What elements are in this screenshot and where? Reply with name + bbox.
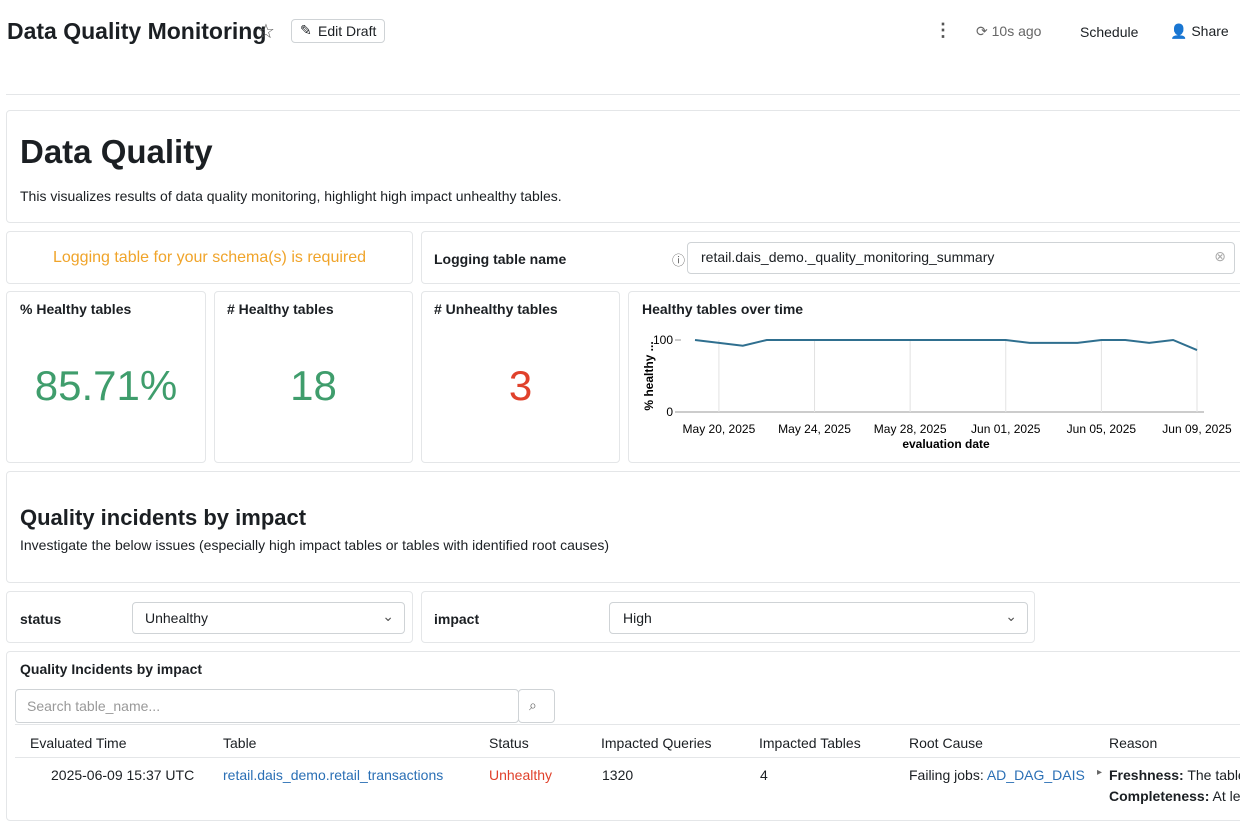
chart-title: Healthy tables over time xyxy=(642,301,804,317)
chart-panel: Healthy tables over time % healthy ... e… xyxy=(628,291,1240,463)
counter-value: 85.71% xyxy=(34,362,178,409)
y-axis-title: % healthy ... xyxy=(642,341,656,410)
intro-panel: Data Quality This visualizes results of … xyxy=(6,110,1240,223)
root-prefix: Failing jobs: xyxy=(909,767,984,783)
status-cell: Unhealthy xyxy=(489,767,553,783)
cell: Failing jobs: AD_DAG_DAIS xyxy=(909,767,1085,783)
counter-title: # Healthy tables xyxy=(227,301,334,317)
filter-select[interactable]: Unhealthy ⌄ xyxy=(132,602,405,634)
info-icon: ⓘ xyxy=(672,253,686,268)
counter-panel: # Healthy tables 18 xyxy=(214,291,413,463)
table-panel: Quality Incidents by impact Search table… xyxy=(6,651,1240,821)
refresh-button[interactable]: ⟳ 10s ago xyxy=(976,23,1042,39)
logging-input[interactable]: retail.dais_demo._quality_monitoring_sum… xyxy=(687,242,1235,274)
warning-panel: Logging table for your schema(s) is requ… xyxy=(6,231,413,284)
y-tick-label: 100 xyxy=(653,333,673,347)
cell: 1320 xyxy=(602,767,634,783)
column-header[interactable]: Evaluated Time xyxy=(30,735,127,751)
edit-label: Edit Draft xyxy=(318,23,377,39)
share-button[interactable]: 👤 Share xyxy=(1170,23,1229,39)
clear-icon[interactable]: ⊗ xyxy=(1214,248,1226,264)
y-tick-label: 0 xyxy=(666,405,673,419)
dashboard-title: Data Quality Monitoring xyxy=(7,18,267,44)
incidents-panel: Quality incidents by impact Investigate … xyxy=(6,471,1240,583)
filter-value: High xyxy=(623,610,652,626)
expand-icon[interactable]: ▸ xyxy=(1097,767,1103,778)
search-input[interactable]: Search table_name... xyxy=(15,689,519,723)
filter-label: status xyxy=(20,611,62,627)
column-header[interactable]: Impacted Queries xyxy=(601,735,712,751)
refresh-label: 10s ago xyxy=(991,23,1042,39)
x-tick-label: May 20, 2025 xyxy=(683,422,756,436)
reason-text: The table xyxy=(1187,767,1240,783)
filter-panel: status Unhealthy ⌄ xyxy=(6,591,413,643)
kebab-menu[interactable]: ⋮ xyxy=(934,20,952,40)
filter-panel: impact High ⌄ xyxy=(421,591,1035,643)
row-border xyxy=(15,757,1240,758)
line-chart: % healthy ... evaluation date 0 100 May 20… xyxy=(642,333,1232,451)
column-header[interactable]: Status xyxy=(489,735,529,751)
counter-title: # Unhealthy tables xyxy=(434,301,558,317)
chevron: ⌄ xyxy=(382,608,394,624)
search-button[interactable]: ⌕ xyxy=(518,689,555,723)
chevron: ⌄ xyxy=(1005,608,1017,624)
x-axis-title: evaluation date xyxy=(902,437,990,451)
incidents-title: Quality incidents by impact xyxy=(20,505,307,530)
column-header[interactable]: Impacted Tables xyxy=(759,735,861,751)
pencil-icon: ✎ xyxy=(300,22,312,38)
counter-value: 3 xyxy=(508,362,533,409)
x-tick-label: Jun 05, 2025 xyxy=(1067,422,1137,436)
incidents-text: Investigate the below issues (especially… xyxy=(20,537,610,553)
x-tick-label: Jun 09, 2025 xyxy=(1162,422,1232,436)
job-link[interactable]: AD_DAG_DAIS xyxy=(986,767,1085,783)
schedule-button[interactable]: Schedule xyxy=(1080,24,1139,40)
table-link[interactable]: retail.dais_demo.retail_transactions xyxy=(223,767,444,783)
column-header[interactable]: Root Cause xyxy=(909,735,983,751)
counter-panel: # Unhealthy tables 3 xyxy=(421,291,620,463)
cell: 2025-06-09 15:37 UTC xyxy=(51,767,195,783)
counter-title: % Healthy tables xyxy=(20,301,132,317)
edit-draft-button[interactable]: ✎ Edit Draft xyxy=(291,19,386,43)
reason-text: At le xyxy=(1212,788,1240,804)
x-tick-label: May 24, 2025 xyxy=(778,422,851,436)
reason-key: Completeness: xyxy=(1109,788,1210,804)
cell: Freshness: The table xyxy=(1109,767,1240,783)
header-border xyxy=(15,724,1240,725)
column-header[interactable]: Reason xyxy=(1109,735,1158,751)
counter-value: 18 xyxy=(290,362,337,409)
counter-panel: % Healthy tables 85.71% xyxy=(6,291,206,463)
x-tick-label: May 28, 2025 xyxy=(874,422,947,436)
filter-value: Unhealthy xyxy=(145,610,209,626)
logging-value: retail.dais_demo._quality_monitoring_sum… xyxy=(701,249,995,265)
cell: Completeness: At le xyxy=(1109,788,1240,804)
divider xyxy=(6,94,1240,95)
intro-title: Data Quality xyxy=(20,133,213,170)
logging-label: Logging table name xyxy=(434,251,567,267)
reason-key: Freshness: xyxy=(1109,767,1184,783)
table-title: Quality Incidents by impact xyxy=(20,661,203,677)
filter-label: impact xyxy=(434,611,480,627)
star-icon[interactable]: ☆ xyxy=(257,21,275,43)
intro-text: This visualizes results of data quality … xyxy=(20,188,562,204)
logging-panel: Logging table name ⓘ retail.dais_demo._q… xyxy=(421,231,1240,284)
filter-select[interactable]: High ⌄ xyxy=(609,602,1028,634)
cell: 4 xyxy=(760,767,768,783)
warning-text: Logging table for your schema(s) is requ… xyxy=(52,249,367,266)
column-header[interactable]: Table xyxy=(223,735,257,751)
x-tick-label: Jun 01, 2025 xyxy=(971,422,1041,436)
data-line xyxy=(694,338,1198,352)
share-label: Share xyxy=(1191,23,1229,39)
